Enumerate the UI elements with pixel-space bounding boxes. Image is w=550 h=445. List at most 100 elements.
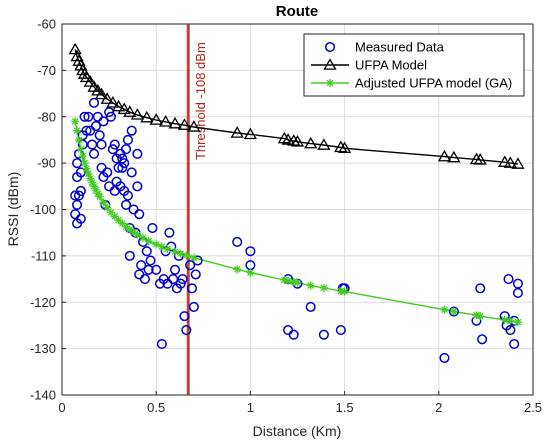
data-point-measured-data bbox=[126, 125, 137, 136]
x-tick-label: 0.5 bbox=[147, 400, 165, 415]
data-point-measured-data bbox=[179, 311, 190, 322]
y-tick-label: -70 bbox=[37, 63, 56, 78]
legend-entry: Adjusted UFPA model (GA) bbox=[311, 76, 512, 91]
data-point-ufpa-model bbox=[149, 113, 163, 125]
data-point-adjusted-ufpa-model-ga bbox=[125, 225, 134, 234]
x-tick-label: 1.5 bbox=[336, 400, 354, 415]
data-point-adjusted-ufpa-model-ga bbox=[233, 265, 242, 274]
data-point-ufpa-model bbox=[437, 149, 452, 162]
data-point-ufpa-model bbox=[94, 87, 109, 100]
data-point-measured-data bbox=[181, 325, 192, 336]
data-point-measured-data bbox=[117, 162, 128, 173]
data-point-adjusted-ufpa-model-ga bbox=[91, 186, 100, 195]
data-point-measured-data bbox=[175, 278, 186, 289]
data-point-ufpa-model bbox=[473, 153, 487, 165]
data-point-adjusted-ufpa-model-ga bbox=[189, 253, 198, 262]
data-point-measured-data bbox=[79, 111, 90, 122]
legend-entry: Measured Data bbox=[324, 40, 445, 55]
data-point-adjusted-ufpa-model-ga bbox=[99, 198, 108, 207]
data-point-adjusted-ufpa-model-ga bbox=[133, 230, 142, 239]
data-point-measured-data bbox=[87, 139, 98, 150]
data-point-measured-data bbox=[73, 190, 85, 201]
data-point-ufpa-model bbox=[447, 150, 461, 163]
data-point-ufpa-model bbox=[140, 110, 154, 123]
data-point-measured-data bbox=[96, 139, 107, 150]
y-tick-label: -130 bbox=[30, 341, 56, 356]
x-tick-label: 0 bbox=[58, 400, 65, 415]
data-point-adjusted-ufpa-model-ga bbox=[118, 219, 127, 228]
x-tick-label: 2.5 bbox=[524, 400, 542, 415]
data-point-measured-data bbox=[448, 306, 459, 317]
data-point-ufpa-model bbox=[290, 134, 305, 147]
data-point-measured-data bbox=[121, 144, 132, 155]
threshold-label: Threshold -108 dBm bbox=[193, 42, 208, 160]
data-point-measured-data bbox=[147, 223, 158, 234]
data-point-measured-data bbox=[169, 264, 181, 275]
data-point-measured-data bbox=[98, 116, 109, 127]
data-point-measured-data bbox=[126, 167, 137, 178]
data-point-ufpa-model bbox=[304, 136, 318, 149]
data-point-measured-data bbox=[81, 125, 92, 136]
data-point-adjusted-ufpa-model-ga bbox=[103, 203, 112, 212]
data-point-adjusted-ufpa-model-ga bbox=[139, 233, 148, 242]
data-point-measured-data bbox=[186, 283, 198, 294]
data-point-measured-data bbox=[107, 144, 118, 155]
data-point-measured-data bbox=[132, 181, 143, 192]
data-point-adjusted-ufpa-model-ga bbox=[472, 311, 481, 320]
data-point-adjusted-ufpa-model-ga bbox=[74, 135, 83, 144]
data-point-adjusted-ufpa-model-ga bbox=[171, 247, 180, 256]
data-point-measured-data bbox=[512, 287, 523, 299]
series-marks bbox=[68, 42, 525, 363]
data-point-adjusted-ufpa-model-ga bbox=[122, 222, 131, 231]
data-point-measured-data bbox=[109, 139, 120, 150]
legend-entry: UFPA Model bbox=[311, 58, 427, 73]
data-point-adjusted-ufpa-model-ga bbox=[152, 240, 161, 249]
data-point-measured-data bbox=[105, 111, 117, 122]
data-point-measured-data bbox=[102, 167, 113, 178]
data-point-ufpa-model bbox=[168, 116, 182, 129]
data-point-measured-data bbox=[75, 185, 86, 196]
y-ticks: -60 -70 -80 -90 -100 -110 -120 -130 -140 bbox=[30, 17, 66, 403]
data-point-measured-data bbox=[190, 269, 201, 280]
data-point-adjusted-ufpa-model-ga bbox=[90, 182, 99, 191]
y-tick-label: -100 bbox=[30, 202, 56, 217]
data-point-adjusted-ufpa-model-ga bbox=[82, 164, 91, 173]
legend-label: Adjusted UFPA model (GA) bbox=[355, 76, 512, 91]
data-point-adjusted-ufpa-model-ga bbox=[80, 159, 89, 168]
data-point-measured-data bbox=[136, 260, 147, 271]
data-point-adjusted-ufpa-model-ga bbox=[110, 212, 119, 221]
data-point-ufpa-model bbox=[317, 138, 331, 150]
data-point-ufpa-model bbox=[187, 120, 201, 132]
data-point-measured-data bbox=[134, 209, 145, 220]
data-point-measured-data bbox=[164, 227, 175, 238]
data-point-adjusted-ufpa-model-ga bbox=[246, 268, 255, 277]
y-tick-label: -140 bbox=[30, 388, 56, 403]
data-point-adjusted-ufpa-model-ga bbox=[319, 283, 328, 292]
data-point-adjusted-ufpa-model-ga bbox=[129, 228, 138, 237]
data-point-adjusted-ufpa-model-ga bbox=[476, 312, 485, 321]
data-point-measured-data bbox=[88, 97, 100, 108]
x-tick-label: 1 bbox=[247, 400, 254, 415]
data-point-adjusted-ufpa-model-ga bbox=[306, 281, 315, 290]
y-tick-label: -80 bbox=[37, 109, 56, 124]
data-point-ufpa-model bbox=[230, 126, 244, 138]
data-point-ufpa-model bbox=[158, 115, 173, 127]
data-point-ufpa-model bbox=[277, 131, 291, 144]
data-point-adjusted-ufpa-model-ga bbox=[114, 216, 123, 225]
data-point-measured-data bbox=[505, 325, 516, 336]
data-point-measured-data bbox=[156, 338, 167, 350]
x-ticks: 0 0.5 1 1.5 2 2.5 bbox=[58, 391, 542, 415]
data-point-measured-data bbox=[143, 264, 154, 275]
data-point-adjusted-ufpa-model-ga bbox=[506, 316, 515, 325]
data-point-measured-data bbox=[439, 352, 450, 363]
data-point-adjusted-ufpa-model-ga bbox=[284, 276, 293, 285]
data-point-adjusted-ufpa-model-ga bbox=[176, 249, 185, 258]
data-point-adjusted-ufpa-model-ga bbox=[84, 169, 93, 178]
data-point-measured-data bbox=[335, 325, 346, 336]
data-point-ufpa-model bbox=[337, 141, 352, 154]
data-point-measured-data bbox=[122, 190, 133, 201]
data-point-adjusted-ufpa-model-ga bbox=[73, 126, 82, 135]
data-point-ufpa-model bbox=[511, 157, 525, 169]
data-point-measured-data bbox=[475, 283, 486, 294]
